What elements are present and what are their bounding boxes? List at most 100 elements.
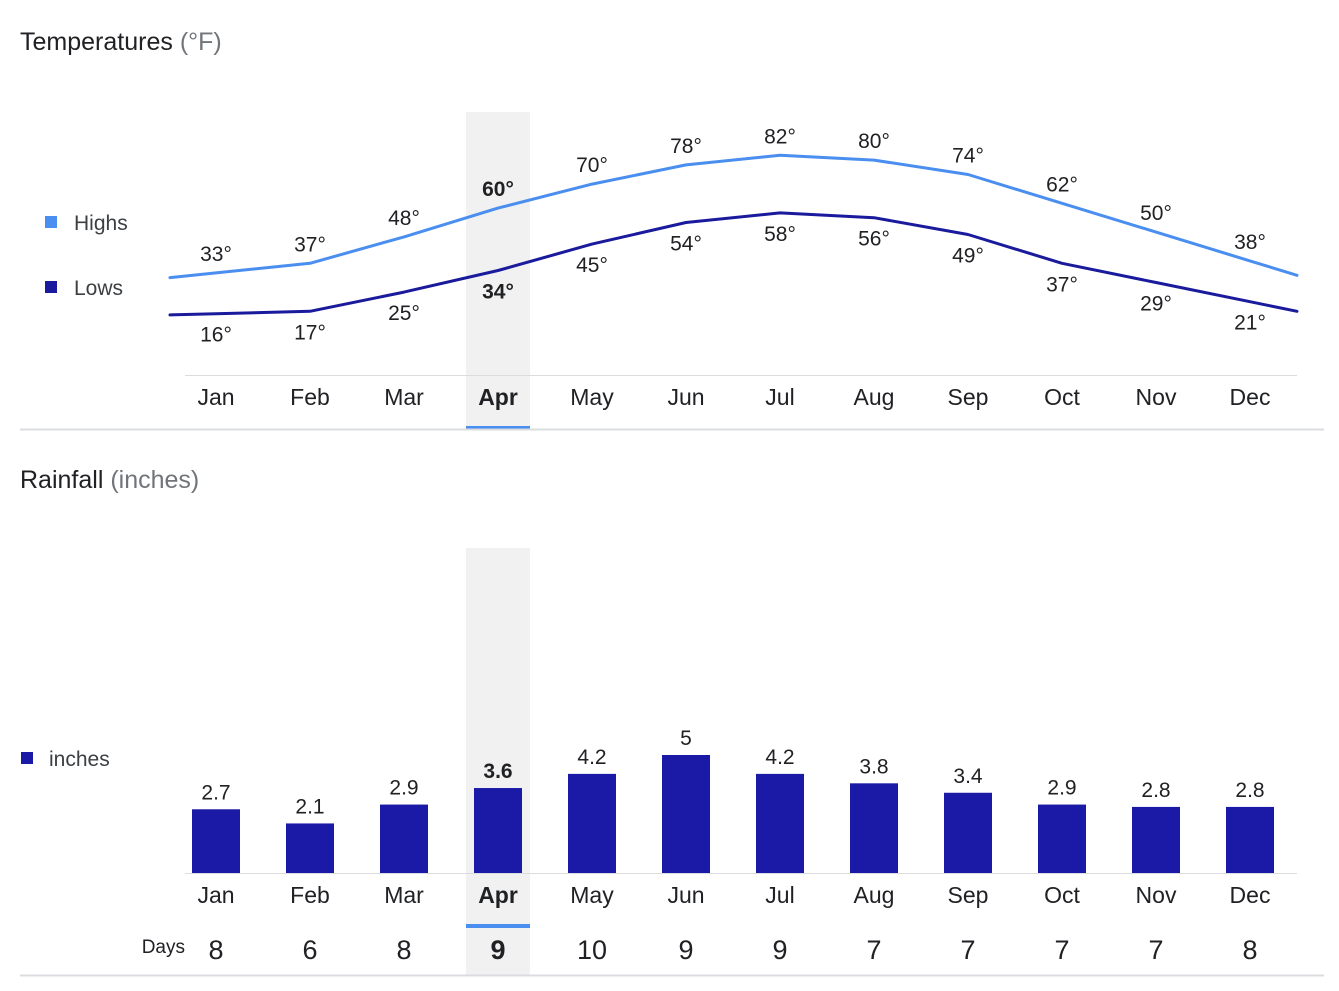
temperature-month-label-may: May: [570, 384, 614, 410]
rainfall-unit: (inches): [110, 466, 200, 494]
rainfall-title: Rainfall (inches): [20, 466, 199, 495]
lows-label-mar: 25°: [388, 302, 420, 325]
lows-label-jul: 58°: [764, 223, 796, 246]
rain-days-mar: 8: [396, 935, 411, 965]
rainfall-value-label-aug: 3.8: [859, 755, 888, 778]
rainfall-bar-jan: [192, 809, 240, 873]
highs-label-sep: 74°: [952, 145, 984, 168]
temperature-month-label-jun: Jun: [667, 384, 704, 410]
rainfall-month-label-mar: Mar: [384, 882, 424, 908]
lows-label-may: 45°: [576, 254, 608, 277]
rainfall-value-label-feb: 2.1: [295, 795, 324, 818]
highs-label-jan: 33°: [200, 243, 232, 266]
rainfall-chart: 2.7 2.1 2.9 3.6 4.2 5 4.2 3.8 3.4 2.9 2.8 2.8 Jan Feb…: [192, 727, 1274, 965]
temperatures-title-text: Temperatures: [20, 28, 173, 56]
rainfall-month-label-sep: Sep: [948, 882, 989, 908]
lows-label-dec: 21°: [1234, 312, 1266, 335]
temperature-chart: 33° 37° 48° 60° 70° 78° 82° 80° 74° 62° 50° 38° 16° 1…: [168, 125, 1299, 410]
highs-legend-label: Highs: [74, 212, 128, 235]
rainfall-value-label-sep: 3.4: [953, 765, 983, 788]
rainfall-bar-jul: [756, 773, 804, 873]
rainfall-month-label-may: May: [570, 882, 614, 908]
highs-label-may: 70°: [576, 154, 608, 177]
temperature-month-label-jan: Jan: [197, 384, 234, 410]
rain-days-feb: 6: [302, 935, 317, 965]
rainfall-value-label-may: 4.2: [577, 746, 606, 769]
lows-label-jan: 16°: [200, 324, 232, 347]
rainfall-bar-dec: [1226, 806, 1274, 873]
rainfall-value-label-dec: 2.8: [1235, 779, 1264, 802]
rainfall-month-label-jun: Jun: [667, 882, 704, 908]
selected-month-underline-rainfall: [466, 924, 530, 928]
rainfall-value-label-apr: 3.6: [483, 760, 512, 783]
highs-label-jul: 82°: [764, 125, 796, 148]
rainfall-bar-sep: [944, 792, 992, 873]
rainfall-bar-mar: [380, 804, 428, 873]
lows-line: [168, 211, 1299, 317]
rain-days-jul: 9: [772, 935, 787, 965]
inches-legend-swatch: [21, 752, 33, 764]
lows-label-nov: 29°: [1140, 293, 1172, 316]
highs-label-dec: 38°: [1234, 231, 1266, 254]
temperature-month-label-sep: Sep: [948, 384, 989, 410]
rain-days-may: 10: [577, 935, 607, 965]
rainfall-month-label-aug: Aug: [854, 882, 895, 908]
rain-days-aug: 7: [866, 935, 881, 965]
rainfall-month-label-dec: Dec: [1230, 882, 1271, 908]
highs-label-apr: 60°: [482, 178, 514, 201]
highs-line: [168, 153, 1299, 280]
rain-days-sep: 7: [960, 935, 975, 965]
highs-label-feb: 37°: [294, 233, 326, 256]
highs-label-oct: 62°: [1046, 173, 1078, 196]
rainfall-value-label-nov: 2.8: [1141, 779, 1170, 802]
lows-label-sep: 49°: [952, 245, 984, 268]
rainfall-month-label-oct: Oct: [1044, 882, 1080, 908]
rain-days-nov: 7: [1148, 935, 1163, 965]
temperatures-title: Temperatures (°F): [20, 28, 222, 57]
rainfall-bar-jun: [662, 755, 710, 873]
rainfall-value-label-jun: 5: [680, 727, 692, 750]
rainfall-month-label-nov: Nov: [1136, 882, 1177, 908]
temperature-month-label-dec: Dec: [1230, 384, 1271, 410]
lows-legend-swatch: [45, 281, 57, 293]
temperature-month-label-jul: Jul: [765, 384, 794, 410]
rainfall-month-label-feb: Feb: [290, 882, 330, 908]
rain-days-jun: 9: [678, 935, 693, 965]
rainfall-value-label-jul: 4.2: [765, 746, 794, 769]
highs-label-aug: 80°: [858, 130, 890, 153]
highs-label-jun: 78°: [670, 135, 702, 158]
rain-days-jan: 8: [208, 935, 223, 965]
temperatures-unit: (°F): [179, 28, 222, 56]
temperature-month-label-nov: Nov: [1136, 384, 1177, 410]
temperature-month-label-mar: Mar: [384, 384, 424, 410]
rain-days-oct: 7: [1054, 935, 1069, 965]
lows-label-apr: 34°: [482, 281, 514, 304]
rainfall-value-label-oct: 2.9: [1047, 777, 1076, 800]
rainfall-bar-may: [568, 773, 616, 873]
temperature-month-label-aug: Aug: [854, 384, 895, 410]
lows-label-feb: 17°: [294, 321, 326, 344]
rainfall-bar-aug: [850, 783, 898, 873]
rainfall-value-label-mar: 2.9: [389, 777, 418, 800]
rainfall-bar-apr: [474, 788, 522, 873]
highs-legend-swatch: [45, 216, 57, 228]
highs-label-nov: 50°: [1140, 202, 1172, 225]
rainfall-bar-feb: [286, 823, 334, 873]
rainfall-value-label-jan: 2.7: [201, 781, 230, 804]
rainfall-month-label-jul: Jul: [765, 882, 794, 908]
inches-legend-label: inches: [49, 748, 110, 771]
days-caption: Days: [142, 937, 185, 958]
lows-label-aug: 56°: [858, 228, 890, 251]
rainfall-bar-nov: [1132, 806, 1180, 873]
rainfall-bar-oct: [1038, 804, 1086, 873]
rainfall-title-text: Rainfall: [20, 466, 104, 494]
rainfall-month-label-apr: Apr: [478, 882, 518, 908]
rainfall-month-label-jan: Jan: [197, 882, 234, 908]
selected-month-highlight-rainfall: [466, 548, 530, 976]
highs-label-mar: 48°: [388, 207, 420, 230]
lows-label-jun: 54°: [670, 233, 702, 256]
temperature-month-label-oct: Oct: [1044, 384, 1080, 410]
lows-label-oct: 37°: [1046, 273, 1078, 296]
lows-legend-label: Lows: [74, 277, 123, 300]
rain-days-apr: 9: [490, 935, 505, 965]
